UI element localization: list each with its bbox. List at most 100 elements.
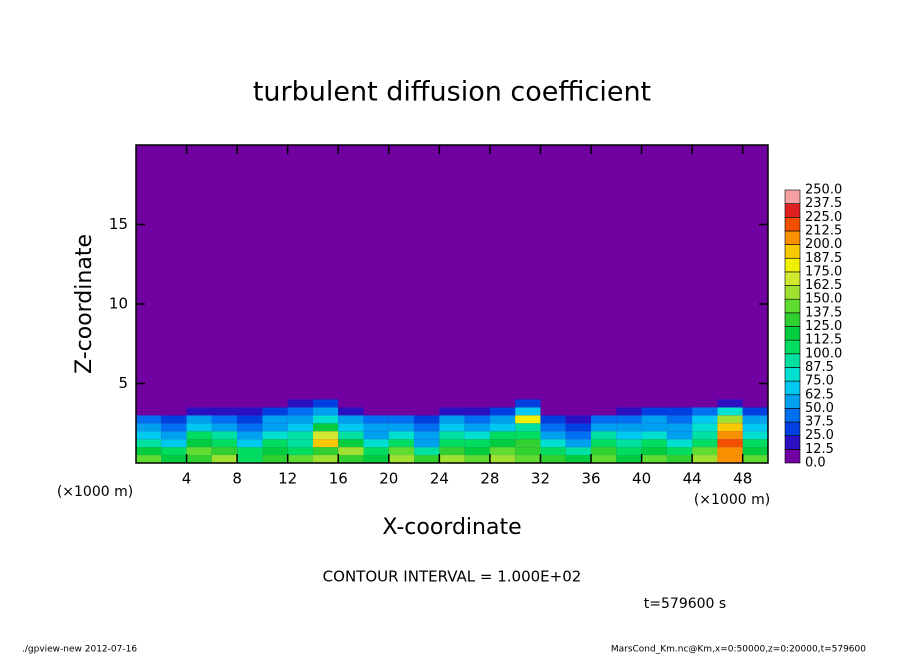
- heat-cell: [161, 431, 187, 440]
- heat-cell: [388, 399, 415, 408]
- heat-cell: [717, 431, 743, 440]
- heat-cell: [211, 423, 238, 432]
- heat-cell: [565, 399, 592, 408]
- heat-cell: [641, 407, 667, 416]
- heat-cell: [742, 447, 768, 456]
- x-tick-label: 36: [581, 470, 600, 488]
- heat-cell: [591, 399, 617, 408]
- heat-cell: [616, 423, 642, 432]
- heat-cell: [237, 439, 263, 448]
- heat-cell: [287, 415, 313, 424]
- heat-cell: [641, 447, 667, 456]
- footer-left: ./gpview-new 2012-07-16: [22, 645, 137, 654]
- colorbar-box: [784, 394, 801, 409]
- heat-cell: [464, 455, 490, 463]
- y-tick-label: 15: [109, 215, 128, 233]
- colorbar-box: [784, 353, 801, 368]
- heat-cell: [136, 415, 162, 424]
- heat-cell: [616, 447, 642, 456]
- heat-cell: [717, 455, 743, 463]
- colorbar-box: [784, 408, 801, 423]
- heat-cell: [338, 415, 364, 424]
- heat-cell: [565, 447, 592, 456]
- heat-cell: [692, 431, 718, 440]
- colorbar-label: 12.5: [805, 442, 834, 457]
- heat-cell: [312, 399, 339, 408]
- heat-cell: [666, 431, 693, 440]
- heat-cell: [742, 407, 768, 416]
- colorbar-label: 187.5: [805, 251, 842, 266]
- heat-cell: [565, 407, 592, 416]
- heat-cell: [591, 407, 617, 416]
- heat-cell: [641, 455, 667, 463]
- colorbar-label: 137.5: [805, 305, 842, 320]
- heat-cell: [211, 407, 238, 416]
- heat-cell: [136, 423, 162, 432]
- colorbar-label: 100.0: [805, 346, 842, 361]
- heat-cell: [211, 447, 238, 456]
- heat-cell: [338, 431, 364, 440]
- heat-cell: [489, 455, 516, 463]
- heat-cell: [338, 439, 364, 448]
- heat-cell: [136, 455, 162, 463]
- contour-note: CONTOUR INTERVAL = 1.000E+02: [323, 568, 582, 586]
- heat-cell: [489, 407, 516, 416]
- colorbar-label: 37.5: [805, 415, 834, 430]
- x-tick-label: 12: [278, 470, 297, 488]
- heat-cell: [540, 423, 566, 432]
- heat-cell: [312, 455, 339, 463]
- heat-cell: [211, 455, 238, 463]
- heat-cell: [540, 407, 566, 416]
- heat-cell: [338, 407, 364, 416]
- heat-cell: [388, 431, 415, 440]
- x-tick-label: 28: [480, 470, 499, 488]
- heat-cell: [489, 431, 516, 440]
- heat-cell: [186, 407, 212, 416]
- heat-cell: [414, 447, 440, 456]
- heat-cell: [312, 431, 339, 440]
- x-tick-label: 4: [182, 470, 192, 488]
- heat-cell: [540, 399, 566, 408]
- heat-cell: [186, 447, 212, 456]
- heat-cell: [717, 439, 743, 448]
- heat-cell: [414, 399, 440, 408]
- heat-cell: [464, 439, 490, 448]
- heat-cell: [666, 447, 693, 456]
- heat-cell: [237, 399, 263, 408]
- heat-cell: [742, 415, 768, 424]
- heat-cell: [515, 455, 541, 463]
- heat-cell: [186, 399, 212, 408]
- heat-cell: [211, 431, 238, 440]
- heat-cell: [262, 431, 288, 440]
- heat-cell: [439, 439, 465, 448]
- heat-cell: [136, 407, 162, 416]
- heat-cell: [237, 447, 263, 456]
- heat-cell: [540, 439, 566, 448]
- heat-cell: [312, 415, 339, 424]
- heat-cell: [616, 455, 642, 463]
- heat-cell: [464, 431, 490, 440]
- heat-cell: [338, 455, 364, 463]
- heat-cell: [211, 439, 238, 448]
- colorbar-box: [784, 326, 801, 341]
- colorbar-label: 175.0: [805, 264, 842, 279]
- heat-cell: [489, 447, 516, 456]
- heat-cell: [540, 415, 566, 424]
- heat-cell: [464, 407, 490, 416]
- heat-cell: [262, 423, 288, 432]
- colorbar-box: [784, 230, 801, 245]
- heat-cell: [742, 431, 768, 440]
- x-tick-label: 24: [430, 470, 449, 488]
- heat-cell: [515, 423, 541, 432]
- heat-cell: [692, 447, 718, 456]
- heat-cell: [666, 399, 693, 408]
- heat-cell: [363, 399, 389, 408]
- colorbar-label: 150.0: [805, 292, 842, 307]
- heat-cell: [161, 415, 187, 424]
- heat-cell: [388, 455, 415, 463]
- heat-cell: [565, 423, 592, 432]
- heat-cell: [692, 415, 718, 424]
- heat-cell: [262, 407, 288, 416]
